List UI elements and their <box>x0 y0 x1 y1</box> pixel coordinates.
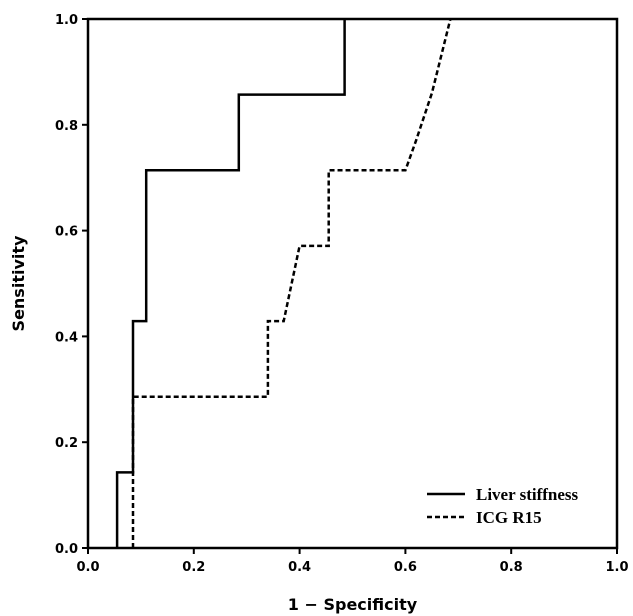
y-tick-label: 1.0 <box>55 13 78 28</box>
y-axis-label: Sensitivity <box>9 235 28 331</box>
legend-label-1: Liver stiffness <box>476 485 579 504</box>
y-tick-label: 0.8 <box>55 119 78 134</box>
x-tick-label: 0.8 <box>500 560 523 575</box>
x-tick-label: 0.6 <box>394 560 417 575</box>
series-line-1 <box>115 19 346 548</box>
series-layer <box>115 18 452 548</box>
y-tick-label: 0.0 <box>55 542 78 557</box>
plot-frame <box>86 17 619 550</box>
y-tick-label: 0.6 <box>55 225 78 240</box>
legend-label-2: ICG R15 <box>476 508 542 527</box>
y-tick-label: 0.2 <box>55 436 78 451</box>
x-axis-label: 1 − Specificity <box>288 595 418 614</box>
y-tick-label: 0.4 <box>55 330 78 345</box>
x-tick-label: 0.2 <box>182 560 205 575</box>
x-tick-label: 1.0 <box>605 560 628 575</box>
x-tick-label: 0.0 <box>76 560 99 575</box>
x-tick-label: 0.4 <box>288 560 311 575</box>
legend: Liver stiffness ICG R15 <box>427 485 579 527</box>
ticks-layer: 0.0 0.2 0.4 0.6 0.8 1.0 0.0 0.2 0.4 0.6 0.8 1.0 <box>55 13 629 575</box>
series-line-2 <box>131 18 452 548</box>
